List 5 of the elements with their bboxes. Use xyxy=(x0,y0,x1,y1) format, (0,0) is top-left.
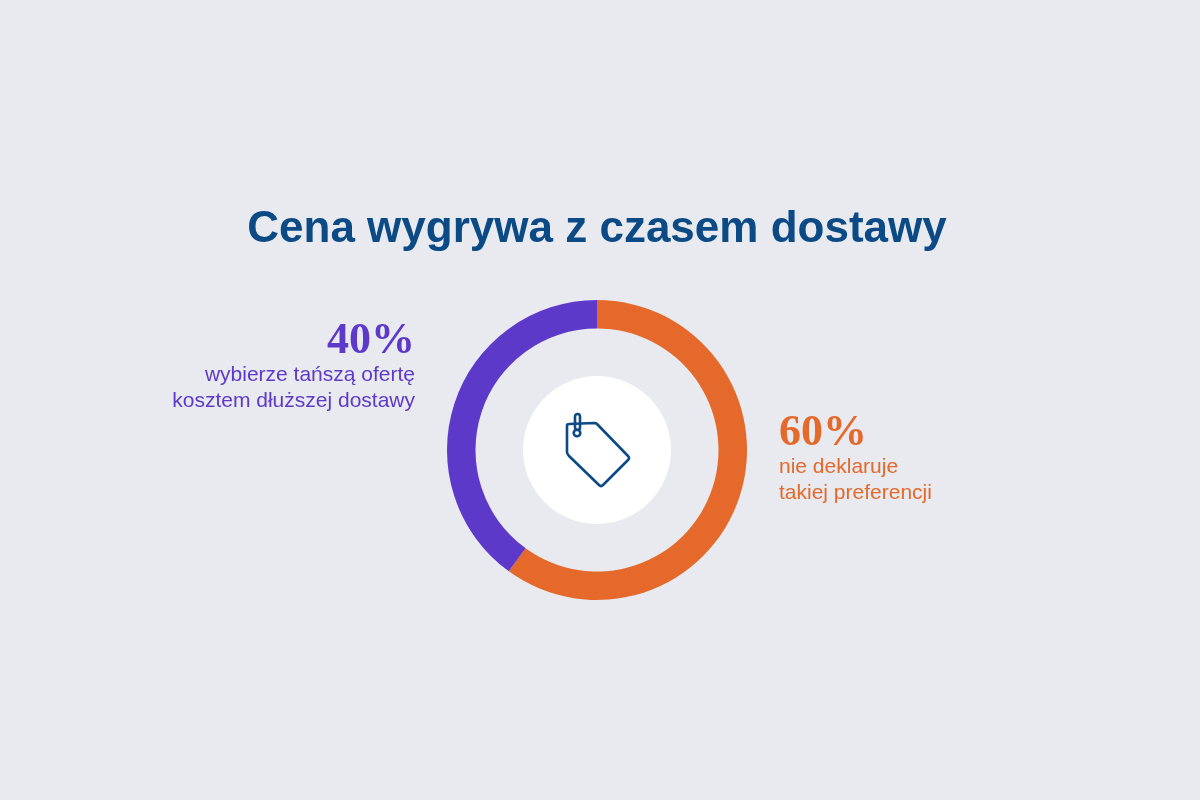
chart-title: Cena wygrywa z czasem dostawy xyxy=(247,202,948,251)
data-label: 60% xyxy=(779,406,867,456)
slice-label: wybierze tańszą ofertę kosztem dłuższej dostawy xyxy=(172,361,416,411)
slice-label: nie deklaruje takiej preferencji xyxy=(779,454,932,504)
data-label: 40% xyxy=(327,313,415,363)
